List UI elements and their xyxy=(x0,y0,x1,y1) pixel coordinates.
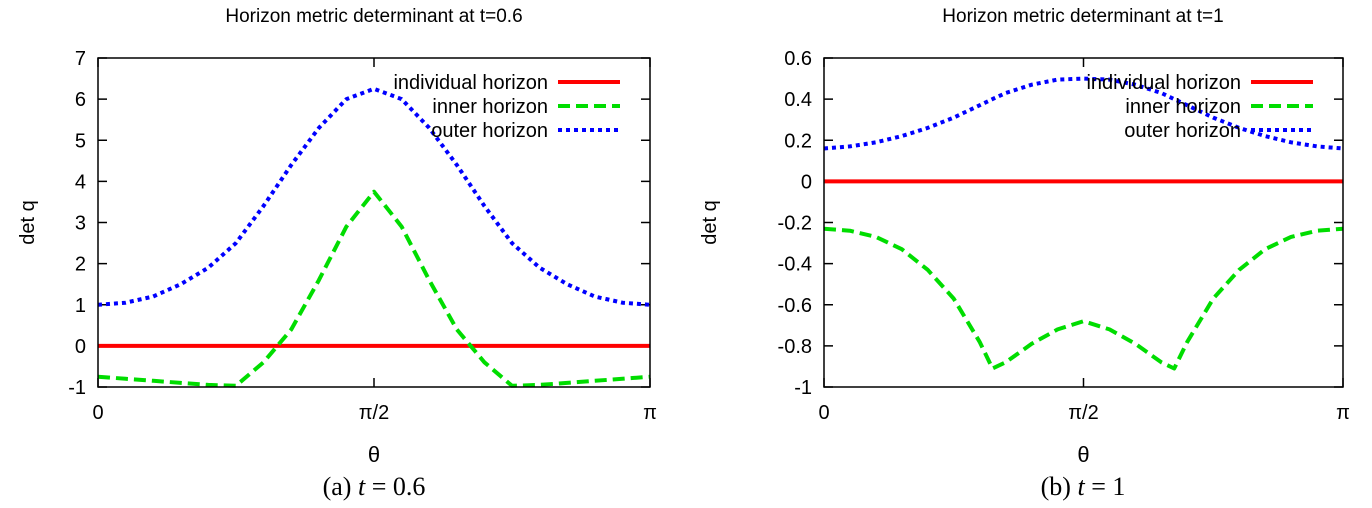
legend-label: inner horizon xyxy=(432,96,548,118)
y-tick-label: 0.2 xyxy=(784,130,812,152)
series-line-outer-horizon xyxy=(98,89,650,305)
caption-prefix: (a) xyxy=(323,472,358,501)
chart-title: Horizon metric determinant at t=0.6 xyxy=(225,6,522,27)
x-tick-label: 0 xyxy=(818,402,829,424)
legend-label: individual horizon xyxy=(1086,72,1241,94)
plot-frame xyxy=(824,58,1343,387)
y-tick-label: -0.6 xyxy=(778,295,812,317)
x-axis-label: θ xyxy=(1077,442,1089,467)
chart-panel-a: Horizon metric determinant at t=0.6 -1 0 1 2… xyxy=(17,6,657,501)
legend-label: outer horizon xyxy=(1124,120,1241,142)
series-line-outer-horizon xyxy=(824,79,1343,149)
series-line-inner-horizon xyxy=(824,229,1343,369)
caption-value: = 1 xyxy=(1085,472,1126,501)
y-tick-label: 6 xyxy=(75,89,86,111)
y-tick-label: 0.4 xyxy=(784,89,812,111)
y-tick-label: 0 xyxy=(801,171,812,193)
y-tick-label: 2 xyxy=(75,254,86,276)
y-tick-label: 7 xyxy=(75,48,86,70)
y-tick-label: -0.4 xyxy=(778,254,812,276)
y-tick-label: 3 xyxy=(75,213,86,235)
caption-prefix: (b) xyxy=(1041,472,1078,501)
legend-label: inner horizon xyxy=(1125,96,1241,118)
y-axis-label: det q xyxy=(699,200,721,244)
y-tick-label: 0 xyxy=(75,336,86,358)
caption-value: = 0.6 xyxy=(365,472,425,501)
y-tick-label: 4 xyxy=(75,171,86,193)
legend-label: outer horizon xyxy=(431,120,548,142)
panel-caption: (b) t = 1 xyxy=(1041,472,1126,501)
x-tick-label: 0 xyxy=(92,402,103,424)
y-tick-label: -0.8 xyxy=(778,336,812,358)
y-tick-label: 1 xyxy=(75,295,86,317)
x-tick-label: π/2 xyxy=(1068,402,1098,424)
x-tick-label: π/2 xyxy=(359,402,389,424)
x-tick-label: π xyxy=(1336,402,1350,424)
x-tick-label: π xyxy=(643,402,657,424)
y-tick-label: 0.6 xyxy=(784,48,812,70)
chart-title: Horizon metric determinant at t=1 xyxy=(942,6,1223,27)
chart-panel-b: Horizon metric determinant at t=1 -1 -0.8 -… xyxy=(699,6,1350,501)
y-tick-label: -1 xyxy=(794,377,812,399)
y-tick-label: -1 xyxy=(68,377,86,399)
y-tick-label: -0.2 xyxy=(778,213,812,235)
y-tick-label: 5 xyxy=(75,130,86,152)
series-line-inner-horizon xyxy=(98,192,650,386)
panel-caption: (a) t = 0.6 xyxy=(323,472,426,501)
x-axis-label: θ xyxy=(368,442,380,467)
legend-label: individual horizon xyxy=(393,72,548,94)
y-axis-label: det q xyxy=(17,200,39,244)
